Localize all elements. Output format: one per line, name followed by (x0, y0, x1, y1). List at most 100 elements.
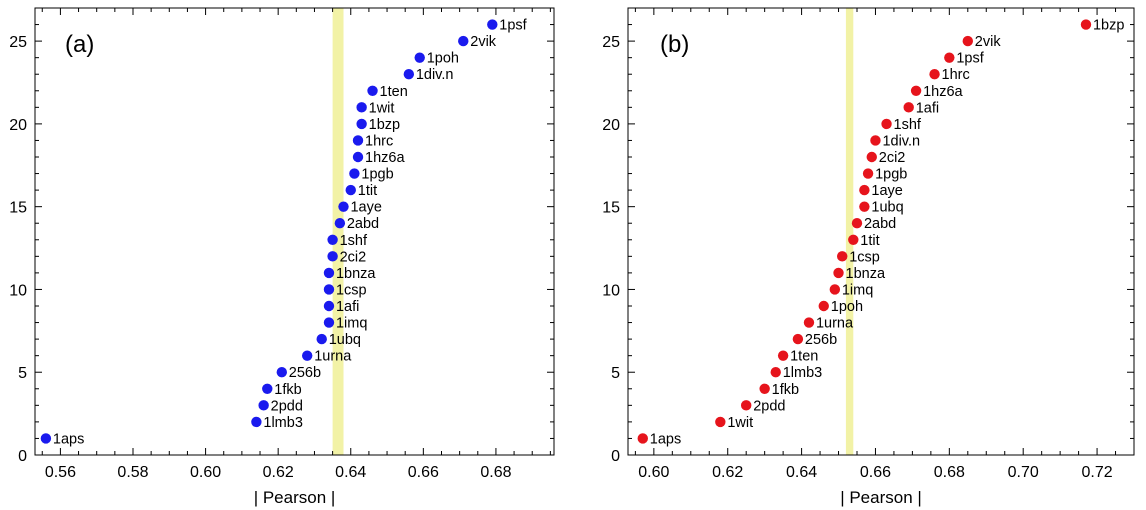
data-point (487, 19, 498, 30)
data-point-label: 1wit (727, 415, 753, 431)
data-point (323, 300, 335, 312)
data-point (881, 118, 892, 130)
data-point (458, 35, 469, 47)
data-point (327, 251, 338, 262)
data-point (276, 367, 287, 378)
data-point-label: 1csp (849, 249, 880, 265)
data-point-label: 1urna (314, 349, 352, 365)
data-point-label: 1div.n (416, 67, 454, 83)
data-point (851, 218, 863, 229)
data-point (251, 416, 262, 428)
data-point (859, 184, 870, 196)
x-tick-label: 0.62 (263, 464, 294, 481)
data-point (302, 350, 313, 361)
data-point (637, 433, 648, 444)
data-point (403, 69, 415, 80)
x-tick-label: 0.68 (480, 464, 511, 481)
reference-band (845, 8, 854, 455)
data-point-label: 1shf (340, 233, 368, 249)
data-point (345, 184, 356, 196)
data-point-label: 2ci2 (340, 249, 367, 265)
data-point (367, 85, 378, 96)
y-tick-label: 0 (611, 448, 620, 465)
data-point (910, 85, 922, 96)
data-point (859, 201, 870, 212)
y-tick-label: 10 (602, 282, 620, 299)
data-point (829, 284, 841, 295)
data-point-label: 256b (289, 365, 321, 381)
x-axis-title: | Pearson | (254, 488, 336, 507)
data-point (803, 317, 815, 328)
data-point-label: 1ten (380, 84, 408, 100)
data-point (903, 102, 914, 113)
panel-a: 0.56 0.58 0.60 0.62 0.64 0.66 0.68 0 5 10 15 20 25 | … (9, 7, 555, 507)
data-point (323, 317, 335, 328)
data-point (715, 416, 726, 428)
data-point (356, 118, 367, 130)
x-tick-label: 0.62 (712, 464, 743, 481)
data-point-label: 1aps (53, 431, 84, 447)
data-point-label: 1ten (790, 349, 818, 365)
data-point-label: 1aps (650, 431, 681, 447)
data-point (833, 267, 844, 279)
x-tick-label: 0.66 (408, 464, 439, 481)
data-point-label: 1csp (336, 282, 367, 298)
data-point-label: 1poh (831, 299, 863, 315)
y-tick-label: 0 (18, 448, 27, 465)
data-point-label: 2pdd (753, 398, 785, 414)
data-point-label: 1hz6a (923, 84, 963, 100)
x-tick-label: 0.68 (934, 464, 965, 481)
y-tick-label: 20 (602, 117, 620, 134)
x-tick-label: 0.64 (786, 464, 817, 481)
data-point (777, 350, 789, 361)
data-point-label: 1bnza (336, 266, 376, 282)
data-point-label: 1imq (842, 282, 873, 298)
data-point (327, 234, 338, 245)
data-point (262, 383, 273, 394)
data-point (862, 168, 874, 179)
x-tick-label: 0.56 (45, 464, 76, 481)
data-point-label: 1fkb (772, 382, 799, 398)
data-point-label: 1bzp (369, 117, 400, 133)
data-point-label: 2pdd (271, 398, 303, 414)
data-point (837, 251, 848, 262)
x-tick-label: 0.60 (638, 464, 669, 481)
y-tick-label: 25 (9, 34, 27, 51)
data-point-label: 2ci2 (879, 150, 906, 166)
data-point (352, 151, 364, 163)
data-point-label: 1afi (336, 299, 359, 315)
x-tick-label: 0.60 (190, 464, 221, 481)
data-point-label: 1ubq (871, 200, 903, 216)
x-tick-label: 0.64 (335, 464, 366, 481)
data-point-label: 2vik (975, 34, 1002, 50)
data-point-label: 1imq (336, 316, 367, 332)
data-point-label: 1hrc (365, 133, 393, 149)
data-point (870, 135, 881, 146)
data-point (740, 400, 752, 411)
x-tick-label: 0.70 (1008, 464, 1039, 481)
x-axis-title: | Pearson | (840, 488, 922, 507)
data-point-label: 1bnza (846, 266, 886, 282)
y-tick-label: 5 (18, 365, 27, 382)
data-point (338, 201, 349, 212)
panel-label: (b) (660, 31, 689, 58)
plot-frame (34, 7, 555, 456)
y-tick-label: 20 (9, 117, 27, 134)
data-point-label: 1shf (894, 117, 922, 133)
data-point (258, 400, 269, 411)
data-point-label: 1aye (350, 200, 381, 216)
data-point-label: 1div.n (882, 133, 920, 149)
data-point-label: 1ubq (329, 332, 361, 348)
data-point-label: 1lmb3 (783, 365, 823, 381)
x-tick-label: 0.58 (117, 464, 148, 481)
data-point (352, 135, 364, 146)
data-point-label: 1pgb (875, 167, 907, 183)
x-tick-label: 0.66 (860, 464, 891, 481)
data-point-label: 256b (805, 332, 837, 348)
data-point-label: 1psf (956, 51, 984, 67)
data-point (944, 52, 955, 63)
data-point (818, 300, 829, 312)
data-point-label: 2abd (347, 216, 379, 232)
data-point (414, 52, 425, 63)
